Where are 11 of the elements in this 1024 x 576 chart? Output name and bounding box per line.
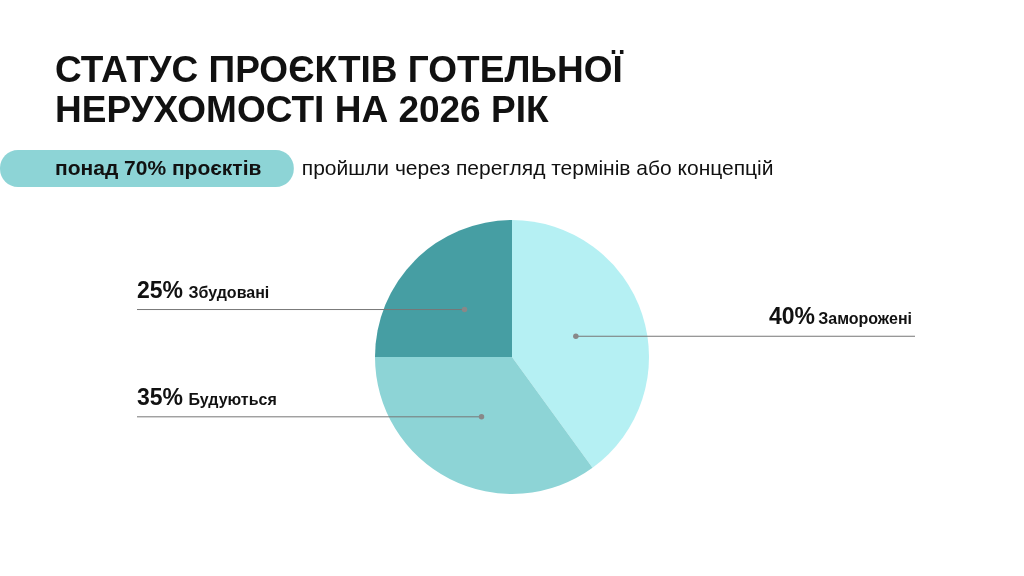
data-label: 40% xyxy=(768,303,815,330)
slice-label: Будуються xyxy=(188,390,277,408)
slice-label: Збудовані xyxy=(188,283,270,301)
pie-slice xyxy=(375,220,512,357)
pie-slice xyxy=(512,220,649,468)
chart-title: СТАТУС ПРОЄКТІВ ГОТЕЛЬНОЇ НЕРУХОМОСТІ НА 2026 РІК xyxy=(55,49,624,130)
pie-slice xyxy=(375,357,593,494)
slice-label: Заморожені xyxy=(818,310,912,328)
data-label: 35% xyxy=(137,383,184,410)
data-label: 25% xyxy=(137,276,184,303)
text: понад 70% проєктів пройшли через перегляд термінів або концепцій xyxy=(55,156,774,179)
